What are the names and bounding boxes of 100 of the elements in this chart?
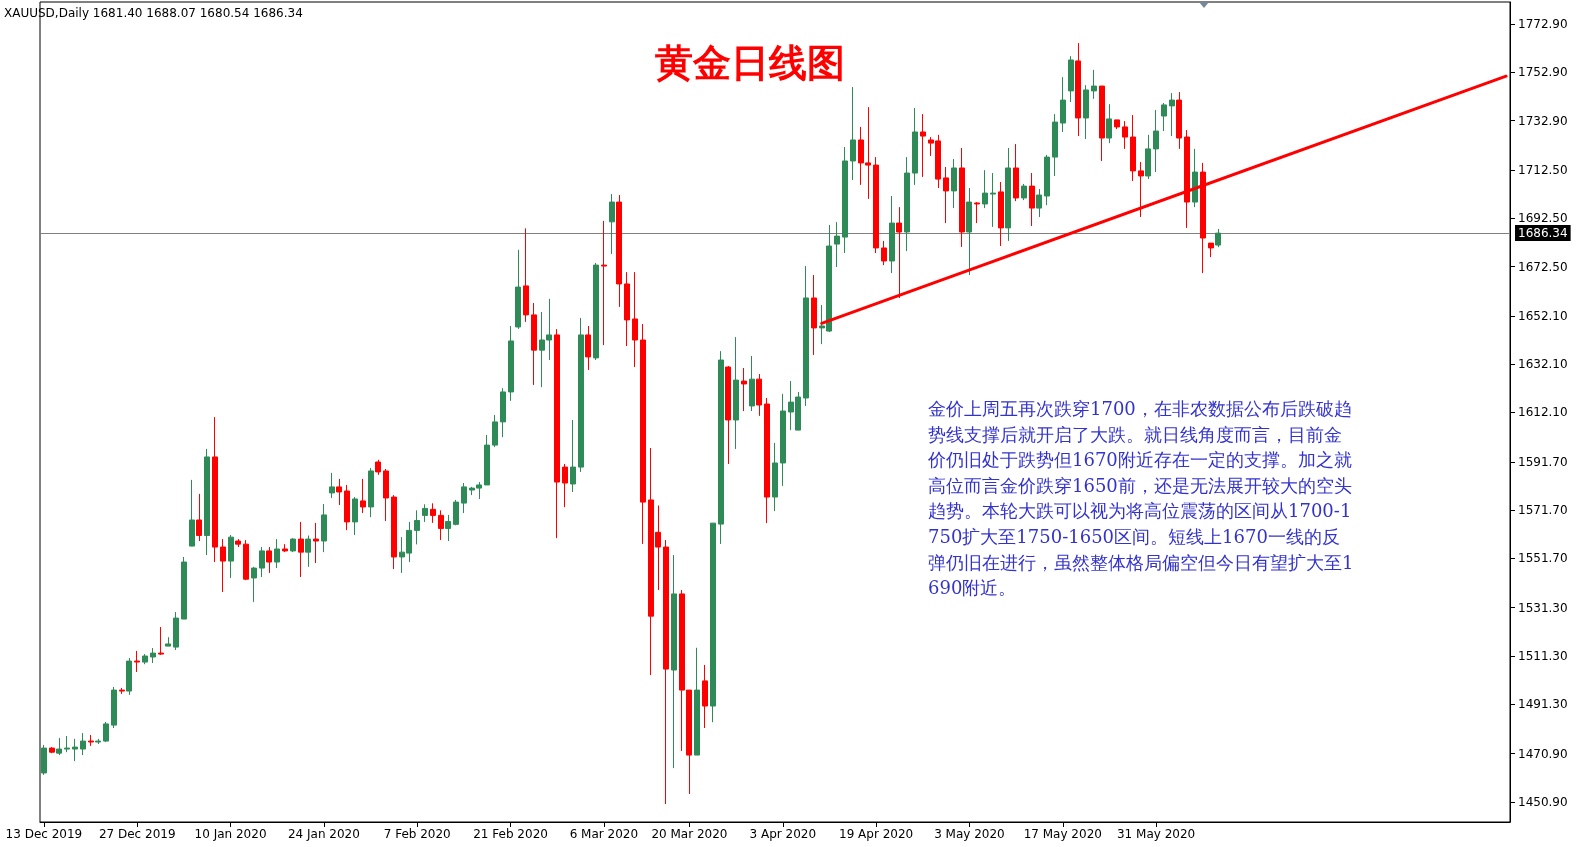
- y-tick-label: 1591.70: [1518, 454, 1568, 469]
- candlestick: [889, 195, 895, 274]
- candlestick: [329, 472, 335, 499]
- candlestick: [445, 514, 451, 542]
- candlestick: [111, 686, 117, 729]
- candlestick: [360, 478, 366, 514]
- candlestick: [1106, 103, 1112, 144]
- candlestick: [189, 479, 195, 547]
- y-tick-label: 1470.90: [1518, 746, 1568, 761]
- candlestick: [1208, 242, 1214, 258]
- candlestick: [196, 493, 202, 542]
- candlestick: [609, 193, 615, 255]
- candlestick: [920, 113, 926, 178]
- candlestick: [103, 721, 109, 743]
- candlestick: [212, 416, 218, 563]
- x-tick-label: 3 May 2020: [934, 827, 1005, 841]
- candlestick: [383, 468, 389, 522]
- y-tick-label: 1772.90: [1518, 16, 1568, 31]
- candlestick: [251, 566, 257, 603]
- candlestick: [663, 539, 669, 805]
- candlestick: [616, 194, 622, 308]
- candlestick: [500, 387, 506, 438]
- candlestick: [966, 187, 972, 276]
- candlestick: [1184, 129, 1190, 229]
- candlestick: [1060, 76, 1066, 133]
- candlestick: [578, 317, 584, 473]
- candlestick: [959, 147, 965, 248]
- candlestick: [1052, 113, 1058, 177]
- x-tick-label: 20 Mar 2020: [651, 827, 728, 841]
- candlestick: [1013, 143, 1019, 202]
- candlestick: [764, 397, 770, 524]
- y-tick-label: 1752.90: [1518, 65, 1568, 80]
- x-tick-label: 31 May 2020: [1116, 827, 1196, 841]
- candlestick: [772, 442, 778, 512]
- candlestick: [671, 554, 677, 769]
- candlestick: [88, 734, 94, 747]
- candlestick: [881, 240, 887, 266]
- candlestick: [951, 158, 957, 209]
- candlestick: [1169, 92, 1175, 137]
- candlestick: [220, 538, 226, 593]
- candlestick: [702, 664, 708, 729]
- candlestick: [134, 650, 140, 673]
- candlestick: [710, 522, 716, 723]
- candlestick: [508, 325, 514, 402]
- y-tick-label: 1571.70: [1518, 503, 1568, 518]
- candlestick: [998, 181, 1004, 247]
- candlestick: [943, 166, 949, 224]
- x-tick-label: 7 Feb 2020: [383, 827, 451, 841]
- candlestick: [165, 636, 171, 647]
- candlestick: [1083, 84, 1089, 140]
- candlestick: [142, 653, 148, 665]
- candlestick: [912, 107, 918, 186]
- candlestick: [694, 647, 700, 756]
- candlestick: [850, 86, 856, 181]
- candlestick: [780, 393, 786, 487]
- candlestick: [181, 556, 187, 620]
- candlestick: [756, 373, 762, 417]
- candlestick: [1215, 228, 1221, 248]
- candlestick: [305, 534, 311, 568]
- annotation: XAUUSD,Daily 1681.40 1688.07 1680.54 1686.34: [4, 6, 303, 20]
- x-tick-label: 3 Apr 2020: [749, 827, 817, 841]
- candlestick: [531, 302, 537, 386]
- candlestick: [1145, 134, 1151, 180]
- candlestick: [904, 156, 910, 252]
- candlestick: [321, 503, 327, 553]
- candlestick: [375, 459, 381, 476]
- candlestick: [842, 146, 848, 254]
- candlestick: [749, 355, 755, 412]
- candlestick: [41, 744, 47, 776]
- candlestick: [274, 538, 280, 569]
- x-tick-label: 17 May 2020: [1023, 827, 1102, 841]
- x-tick-label: 24 Jan 2020: [287, 827, 360, 841]
- candlestick: [243, 539, 249, 581]
- x-tick-label: 6 Mar 2020: [569, 827, 639, 841]
- y-tick-label: 1712.50: [1518, 162, 1568, 177]
- candlestick: [1029, 172, 1035, 227]
- candlestick: [1153, 109, 1159, 173]
- x-tick-label: 27 Dec 2019: [98, 827, 176, 841]
- candlestick: [733, 336, 739, 450]
- y-tick-label: 1511.30: [1518, 649, 1568, 664]
- y-tick-label: 1732.90: [1518, 113, 1568, 128]
- candlestick: [282, 543, 288, 553]
- candlestick: [523, 227, 529, 323]
- candlestick: [438, 509, 444, 541]
- ref-line-label: 1686.34: [1518, 226, 1568, 241]
- y-tick-label: 1551.70: [1518, 551, 1568, 566]
- y-tick-label: 1672.50: [1518, 259, 1568, 274]
- candlestick: [56, 737, 62, 756]
- candlestick: [430, 502, 436, 524]
- candlestick: [974, 201, 980, 224]
- candlestick: [1044, 154, 1050, 206]
- candlestick: [515, 249, 521, 330]
- candlestick: [640, 323, 646, 545]
- candlestick: [834, 221, 840, 268]
- candlestick: [1130, 114, 1136, 182]
- candlestick: [585, 325, 591, 371]
- y-tick-label: 1491.30: [1518, 697, 1568, 712]
- candlestick: [336, 478, 342, 506]
- candlestick: [266, 546, 272, 574]
- candlestick: [422, 503, 428, 523]
